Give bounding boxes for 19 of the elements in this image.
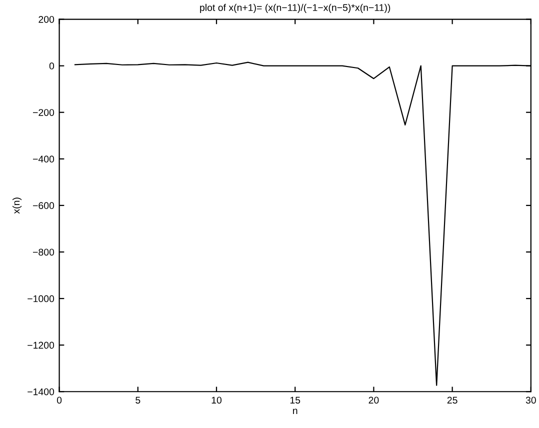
x-tick-label: 15 bbox=[290, 396, 300, 404]
y-tick-label: −200 bbox=[33, 109, 54, 116]
x-tick-label: 25 bbox=[447, 396, 458, 404]
y-tick-label: 0 bbox=[49, 62, 54, 70]
x-tick-label: 10 bbox=[212, 396, 222, 404]
y-tick-label: −600 bbox=[33, 202, 54, 210]
chart-title: plot of x(n+1)= (x(n−11)/(−1−x(n−5)*x(n−11)) bbox=[200, 4, 390, 13]
y-tick-label: −1200 bbox=[28, 342, 54, 349]
x-axis-title: n bbox=[293, 408, 298, 414]
y-tick-label: −400 bbox=[33, 156, 54, 163]
x-tick-label: 30 bbox=[526, 396, 536, 404]
y-axis-title: x(n) bbox=[12, 198, 22, 214]
y-tick-label: −1000 bbox=[28, 295, 54, 302]
y-tick-label: −800 bbox=[33, 248, 54, 256]
y-tick-label: 200 bbox=[38, 16, 54, 23]
x-tick-label: 5 bbox=[136, 396, 140, 404]
y-tick-label: −1400 bbox=[28, 388, 54, 396]
x-tick-label: 20 bbox=[368, 396, 379, 404]
x-tick-label: 0 bbox=[56, 396, 62, 404]
